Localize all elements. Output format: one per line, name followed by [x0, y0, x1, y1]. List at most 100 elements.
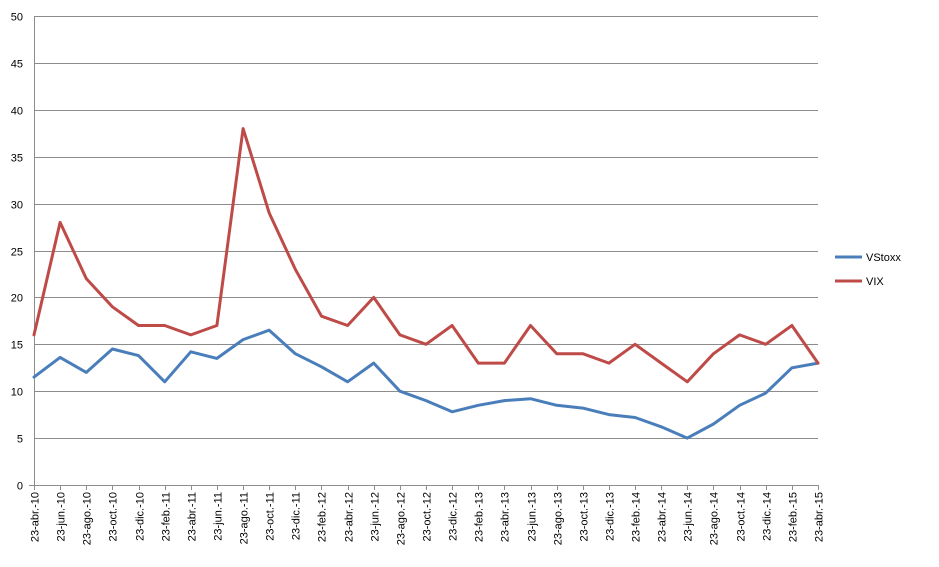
- data-point-vix: [607, 361, 611, 365]
- x-tick-label: 23-ago.-12: [396, 492, 408, 545]
- x-tick-label: 23-abr.-11: [187, 492, 199, 541]
- x-tick-label: 23-ago.-11: [239, 492, 251, 544]
- x-tick-label: 23-jun.-14: [683, 492, 695, 542]
- data-point-vstoxx: [529, 397, 532, 400]
- y-tick-label: 45: [11, 59, 23, 71]
- data-point-vix: [32, 333, 36, 337]
- x-tick-label: 23-dic.-12: [448, 492, 460, 541]
- data-point-vix: [477, 361, 480, 365]
- x-tick-labels: 23-abr.-10 23-jun.-10 23-ago.-10 23-oct.-10…: [30, 492, 826, 545]
- data-point-vstoxx: [372, 361, 375, 365]
- data-point-vix: [111, 305, 114, 308]
- data-point-vix: [686, 380, 689, 383]
- data-point-vix: [764, 343, 767, 346]
- data-point-vix: [294, 268, 297, 271]
- data-point-vix: [398, 333, 402, 337]
- data-point-vstoxx: [477, 404, 480, 407]
- data-point-vstoxx: [215, 357, 219, 360]
- data-point-vix: [660, 361, 663, 365]
- data-point-vstoxx: [503, 399, 506, 402]
- x-tick-label: 23-dic.-13: [605, 492, 617, 541]
- data-point-vstoxx: [268, 329, 271, 332]
- data-point-vstoxx: [137, 354, 140, 357]
- legend-label-vstoxx: VStoxx: [866, 252, 901, 264]
- y-tick-labels: 0 5 10 15 20 25 30 35 40 45 50: [11, 12, 23, 493]
- x-tick-label: 23-dic.-11: [291, 492, 303, 540]
- data-point-vstoxx: [163, 380, 166, 383]
- series-line-vstoxx: [32, 328, 820, 440]
- data-point-vix: [372, 296, 375, 299]
- x-tick-label: 23-jun.-12: [370, 492, 382, 542]
- data-point-vstoxx: [607, 413, 611, 416]
- y-tick-label: 25: [11, 247, 23, 259]
- data-point-vix: [633, 343, 637, 346]
- y-tick-label: 50: [11, 12, 23, 24]
- x-tick-label: 23-abr.-14: [657, 492, 669, 542]
- data-point-vstoxx: [320, 365, 323, 368]
- y-tick-label: 20: [11, 293, 23, 305]
- y-tick-label: 40: [11, 106, 23, 118]
- data-point-vix: [424, 343, 428, 346]
- x-tick-label: 23-jun.-13: [527, 492, 539, 542]
- data-point-vstoxx: [450, 410, 454, 413]
- x-tick-label: 23-abr.-10: [30, 492, 42, 542]
- y-tick-label: 10: [11, 387, 23, 399]
- data-point-vstoxx: [32, 375, 36, 379]
- x-tick-label: 23-feb.-14: [631, 492, 643, 542]
- data-point-vstoxx: [294, 352, 297, 355]
- data-point-vstoxx: [633, 416, 637, 419]
- data-point-vix: [320, 315, 323, 318]
- data-point-vstoxx: [581, 406, 584, 410]
- data-point-vstoxx: [555, 404, 558, 407]
- data-point-vix: [241, 127, 245, 130]
- data-point-vstoxx: [764, 391, 767, 395]
- x-tick-label: 23-feb.-13: [474, 492, 486, 542]
- data-point-vix: [58, 221, 62, 224]
- data-point-vix: [738, 333, 741, 337]
- axes: [29, 16, 819, 490]
- data-point-vstoxx: [738, 404, 741, 407]
- data-point-vstoxx: [85, 371, 88, 374]
- data-point-vix: [450, 324, 454, 327]
- data-point-vix: [581, 352, 584, 355]
- x-tick-label: 23-jun.-10: [56, 492, 68, 542]
- data-point-vstoxx: [686, 436, 689, 440]
- x-tick-label: 23-dic.-10: [135, 492, 147, 541]
- gridlines: [34, 16, 818, 439]
- x-tick-label: 23-jun.-11: [213, 492, 225, 541]
- x-tick-label: 23-oct.-13: [579, 492, 591, 542]
- data-point-vix: [790, 324, 794, 327]
- data-point-vix: [189, 333, 192, 337]
- x-tick-label: 23-oct.-11: [265, 492, 277, 541]
- data-point-vix: [529, 324, 532, 327]
- x-tick-label: 23-abr.-12: [344, 492, 356, 542]
- data-point-vstoxx: [346, 380, 349, 383]
- x-tick-label: 23-abr.-15: [814, 492, 826, 542]
- data-point-vstoxx: [58, 356, 62, 359]
- y-tick-label: 35: [11, 153, 23, 165]
- data-point-vstoxx: [424, 399, 428, 402]
- data-point-vstoxx: [712, 422, 715, 426]
- data-point-vstoxx: [660, 425, 663, 428]
- x-tick-label: 23-ago.-13: [553, 492, 565, 545]
- data-point-vix: [85, 277, 88, 280]
- x-tick-label: 23-feb.-12: [317, 492, 329, 542]
- data-point-vix: [816, 361, 820, 365]
- data-point-vix: [215, 324, 219, 327]
- data-point-vix: [268, 211, 271, 215]
- data-point-vstoxx: [189, 350, 192, 353]
- y-tick-label: 5: [17, 434, 23, 446]
- x-tick-label: 23-oct.-10: [108, 492, 120, 542]
- data-point-vstoxx: [398, 390, 402, 393]
- data-point-vstoxx: [790, 366, 794, 369]
- x-tick-label: 23-dic.-14: [762, 492, 774, 541]
- data-point-vstoxx: [111, 347, 114, 351]
- x-tick-label: 23-ago.-14: [709, 492, 721, 545]
- y-tick-label: 30: [11, 200, 23, 212]
- x-tick-label: 23-oct.-12: [422, 492, 434, 542]
- x-tick-label: 23-abr.-13: [500, 492, 512, 542]
- series-lines: [32, 127, 820, 440]
- legend-label-vix: VIX: [866, 276, 884, 288]
